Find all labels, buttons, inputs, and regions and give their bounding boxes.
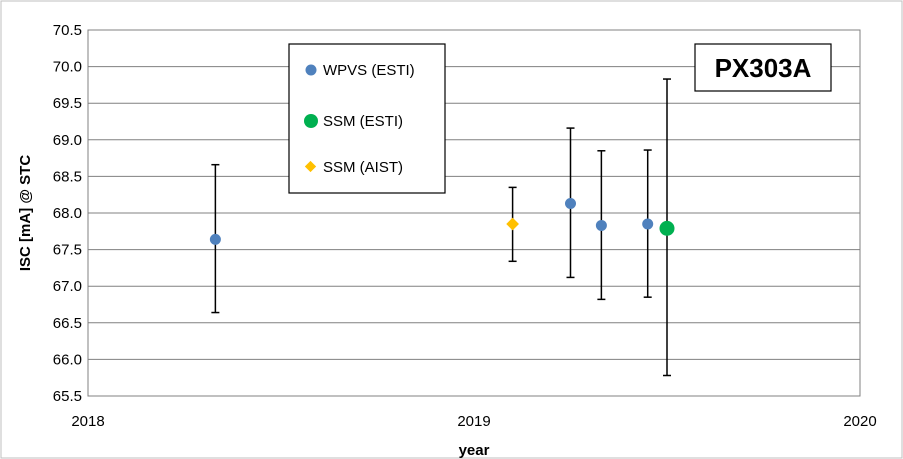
y-tick-label: 70.5 [53,22,82,39]
y-tick-label: 70.0 [53,59,82,76]
data-point-wpvs-esti [595,219,607,231]
data-point-ssm-aist [506,217,519,231]
y-tick-label: 69.0 [53,132,82,149]
legend-label-ssm-esti: SSM (ESTI) [323,113,403,130]
legend-label-ssm-aist: SSM (AIST) [323,159,403,176]
y-axis-title: ISC [mA] @ STC [17,155,34,271]
annotation-badge: PX303A [694,43,832,92]
plot-area [87,29,861,397]
y-tick-label: 68.5 [53,168,82,185]
y-tick-label: 69.5 [53,95,82,112]
x-tick-label: 2019 [457,413,490,430]
x-tick-label: 2018 [71,413,104,430]
y-tick-label: 65.5 [53,388,82,405]
data-point-ssm-esti [659,220,675,236]
x-tick-label: 2020 [843,413,876,430]
data-points [209,78,675,377]
y-tick-label: 66.0 [53,351,82,368]
x-axis-tick-labels: 2018 2019 2020 [71,413,876,430]
y-tick-label: 67.0 [53,278,82,295]
legend-label-wpvs-esti: WPVS (ESTI) [323,62,415,79]
annotation-text: PX303A [715,53,812,83]
data-point-wpvs-esti [642,218,654,230]
y-tick-label: 66.5 [53,315,82,332]
legend: WPVS (ESTI) SSM (ESTI) SSM (AIST) [288,43,446,194]
x-axis-title: year [459,442,490,459]
legend-marker-wpvs-esti [305,64,317,76]
data-point-wpvs-esti [565,197,576,209]
y-tick-label: 68.0 [53,205,82,222]
y-tick-label: 67.5 [53,242,82,259]
legend-marker-ssm-aist [304,160,317,173]
annotation-box [694,43,832,92]
y-axis-tick-labels: 65.5 66.0 66.5 67.0 67.5 68.0 68.5 69.0 69.5 70.0… [53,22,82,405]
legend-marker-ssm-esti [304,114,318,128]
data-point-wpvs-esti [209,233,221,245]
